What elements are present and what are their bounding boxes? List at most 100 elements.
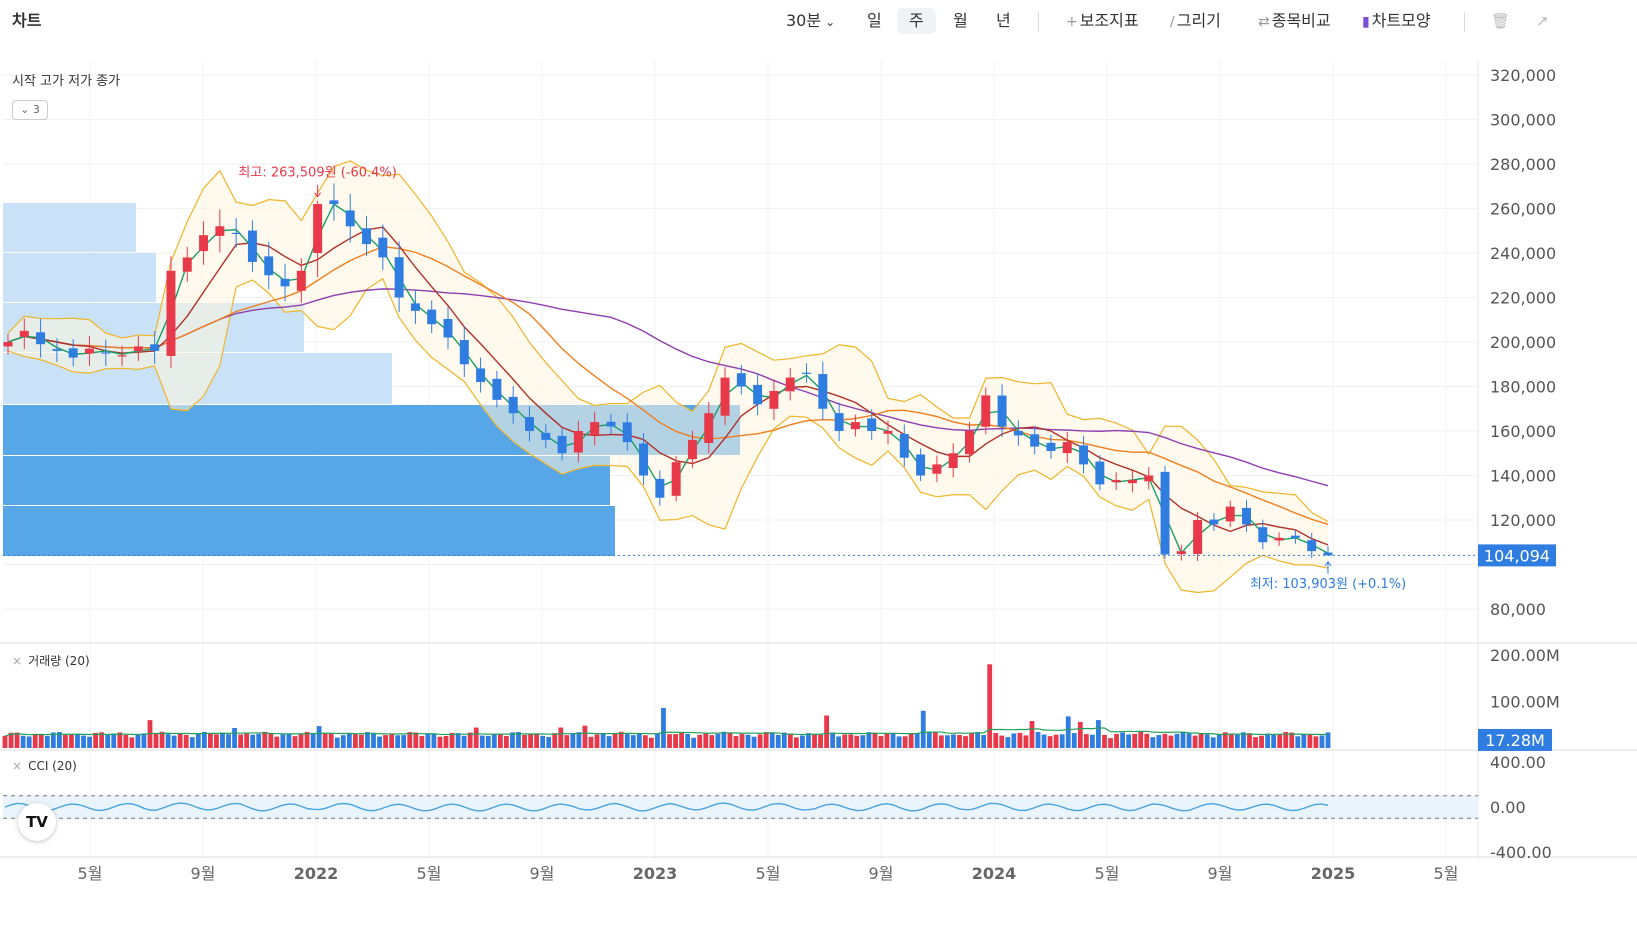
volume-tick-label: 200.00M: [1490, 646, 1560, 665]
period-tab-day[interactable]: 일: [867, 11, 882, 30]
volume-bar: [1210, 737, 1216, 748]
volume-bar: [769, 733, 775, 748]
volume-bar: [1132, 733, 1138, 748]
volume-bar: [93, 732, 99, 748]
volume-bar: [1283, 731, 1289, 748]
volume-bar: [957, 734, 962, 748]
candle-body: [916, 454, 926, 476]
interval-label: 30분: [786, 11, 822, 30]
bollinger-fill: [8, 160, 1328, 593]
volume-bar: [171, 735, 177, 748]
expand-icon[interactable]: ↗: [1536, 12, 1549, 30]
candle-body: [231, 232, 241, 235]
price-tick-label: 200,000: [1490, 333, 1556, 352]
price-tick-label: 180,000: [1490, 378, 1556, 397]
volume-bar: [232, 728, 237, 748]
candle-body: [117, 355, 127, 357]
candle-body: [834, 413, 844, 431]
volume-bar: [661, 708, 666, 748]
volume-bar: [1295, 736, 1301, 748]
volume-bar: [413, 732, 419, 748]
candle-body: [296, 270, 306, 291]
volume-bar: [588, 736, 594, 748]
volume-bar: [1047, 736, 1053, 748]
candle-body: [1013, 430, 1023, 436]
volume-bar: [141, 733, 147, 748]
candle-body: [85, 348, 94, 354]
close-icon[interactable]: ×: [12, 654, 23, 668]
chart-shape-button[interactable]: ▮ 차트모양: [1362, 8, 1431, 34]
volume-bar: [304, 731, 310, 748]
volume-bar: [1102, 734, 1107, 748]
volume-bar: [8, 732, 14, 748]
volume-bar: [528, 734, 533, 748]
candle-body: [948, 453, 958, 468]
legend-collapse-button[interactable]: ⌄ 3: [12, 100, 48, 120]
candle-body: [997, 395, 1007, 427]
moving-averages: [7, 203, 1329, 555]
volume-bar: [491, 734, 497, 748]
volume-bar: [359, 734, 364, 748]
volume-bar: [153, 733, 159, 748]
volume-bar: [159, 731, 165, 748]
volume-bar: [697, 734, 703, 748]
volume-bar: [727, 733, 733, 748]
volume-bar: [1150, 737, 1156, 748]
volume-bar: [328, 733, 334, 748]
volume-bar: [371, 732, 376, 748]
candle-body: [573, 431, 583, 453]
bollinger-upper-line: [7, 160, 1329, 523]
volume-bar: [715, 733, 721, 748]
volume-pane-label: × 거래량 (20): [12, 652, 90, 669]
volume-bar: [99, 732, 105, 748]
volume-bar: [1144, 733, 1150, 748]
volume-bar: [1174, 733, 1180, 748]
ma60-line: [7, 245, 1329, 526]
compare-button[interactable]: ⇄ 종목비교: [1258, 8, 1331, 34]
volume-bar: [612, 733, 618, 748]
volume-bar: [999, 735, 1005, 748]
candle-body: [362, 228, 371, 245]
volume-bar: [50, 732, 56, 748]
date-tick-label: 2024: [972, 864, 1017, 883]
volume-bars: [2, 664, 1331, 748]
indicator-label: 보조지표: [1079, 11, 1139, 30]
indicator-button[interactable]: + 보조지표: [1066, 8, 1139, 34]
period-tab-month[interactable]: 월: [953, 11, 968, 30]
volume-bar: [1114, 733, 1119, 748]
ma120-line: [7, 288, 1329, 487]
volume-ma-line: [4, 727, 1329, 737]
candle-body: [850, 422, 860, 430]
high-price-annotation: 최고: 263,509원 (-60.4%): [238, 166, 396, 181]
volume-bar: [123, 734, 129, 748]
volume-bar: [878, 735, 884, 748]
candle-body: [492, 378, 502, 400]
candle-body: [459, 340, 469, 365]
volume-bar: [473, 727, 479, 748]
period-tab-week[interactable]: 주: [897, 8, 936, 34]
candle-body: [639, 443, 649, 476]
candle-body: [867, 418, 877, 431]
date-tick-label: 2022: [294, 864, 339, 883]
trash-icon[interactable]: 🗑: [1491, 12, 1511, 30]
volume-bar: [1265, 733, 1270, 748]
volume-bar: [20, 735, 26, 748]
candle-body: [1030, 434, 1040, 447]
cci-tick-label: -400.00: [1490, 843, 1552, 862]
volume-bar: [685, 733, 691, 748]
draw-button[interactable]: ∕ 그리기: [1170, 8, 1221, 34]
period-tab-year[interactable]: 년: [996, 11, 1011, 30]
close-icon[interactable]: ×: [12, 759, 23, 773]
candle-body: [68, 348, 78, 358]
volume-bar: [461, 735, 467, 748]
volume-bar: [298, 734, 304, 748]
volume-bar: [1071, 733, 1077, 748]
date-tick-label: 5월: [78, 864, 103, 883]
volume-bar: [884, 733, 890, 748]
volume-bar: [419, 735, 425, 748]
cci-tick-label: 0.00: [1490, 798, 1526, 817]
candle-body: [427, 309, 437, 325]
interval-select[interactable]: 30분 ⌄: [786, 8, 835, 34]
volume-bar: [1162, 733, 1168, 748]
